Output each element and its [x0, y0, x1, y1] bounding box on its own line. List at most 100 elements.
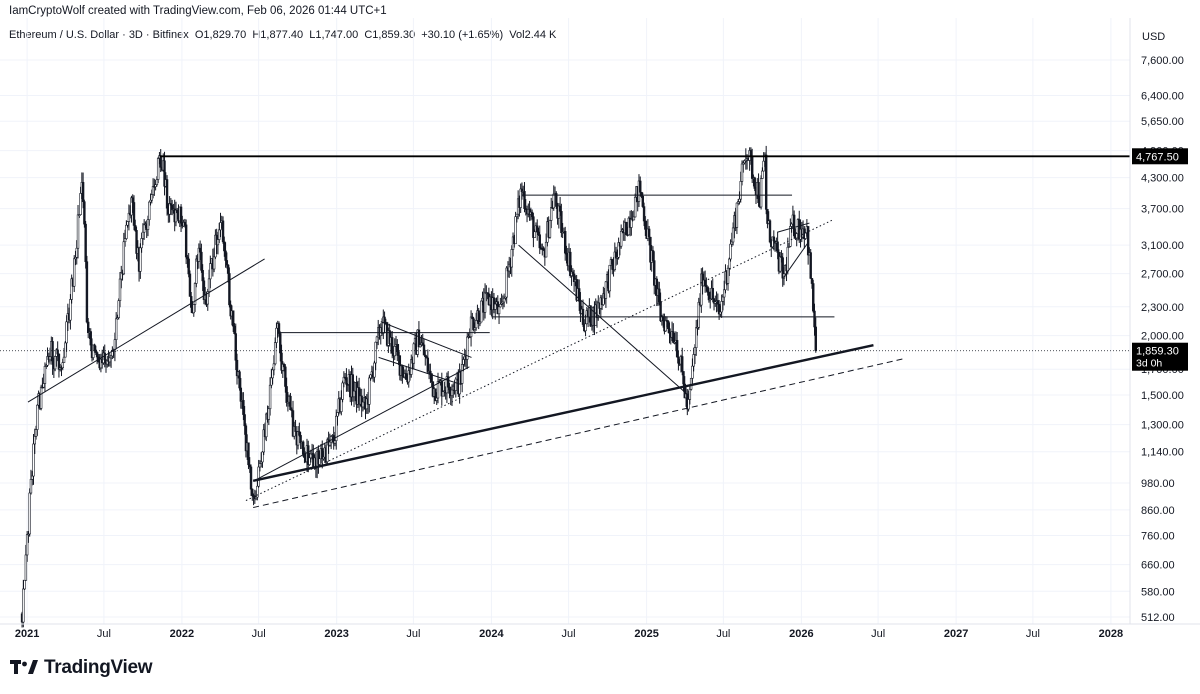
tradingview-logo-icon [10, 660, 38, 674]
candle-body [604, 281, 608, 299]
candle-body [156, 158, 160, 180]
x-tick-label: 2027 [944, 628, 968, 640]
candle-body [70, 278, 73, 300]
candle-body [75, 247, 78, 258]
x-tick-label: Jul [716, 628, 730, 640]
candle-body [126, 221, 129, 226]
tradingview-logo[interactable]: TradingView [10, 657, 153, 679]
dashed-trendline [253, 358, 905, 509]
candle-body [721, 296, 725, 302]
trendline [783, 241, 809, 278]
candle-body [39, 386, 43, 409]
candle-body [192, 304, 195, 314]
candle-body [352, 390, 356, 398]
candle-body [83, 201, 86, 225]
ohlc-close: C1,859.30 [364, 29, 416, 41]
candle-body [36, 404, 39, 430]
candle-body [336, 412, 339, 417]
candle-body [430, 373, 433, 382]
candle-body [243, 414, 246, 427]
candle-body [806, 226, 810, 256]
candle-body [804, 232, 807, 239]
y-tick-label: 580.00 [1141, 586, 1175, 598]
price-chart[interactable]: USD 512.00 580.00 660.00 760.00 860.00 980.00… [0, 0, 1200, 650]
candle-body [672, 331, 675, 343]
candle-body [200, 251, 203, 271]
x-tick-label: Jul [406, 628, 420, 640]
candle-body [735, 202, 739, 228]
candle-body [383, 316, 386, 323]
candle-body [639, 180, 642, 193]
candle-body [150, 194, 153, 201]
time-axis[interactable]: 2021 Jul 2022 Jul 2023 Jul 2024 Jul 2025 Jul 2026 J… [0, 623, 1200, 640]
y-tick-label: 660.00 [1141, 560, 1175, 572]
candle-body [282, 364, 286, 368]
trendline [378, 356, 461, 385]
candle-body [667, 320, 670, 330]
candle-body [764, 154, 768, 210]
candle-body [762, 160, 765, 172]
x-tick-label: 2024 [479, 628, 504, 640]
candle-body [786, 246, 790, 272]
x-tick-label: 2023 [324, 628, 348, 640]
candle-body [530, 211, 534, 218]
candle-body [22, 588, 25, 623]
candle-body [51, 341, 54, 365]
last-price-tag [1132, 342, 1188, 371]
candle-body [523, 191, 526, 209]
candle-body [589, 305, 592, 327]
candle-body [505, 267, 508, 298]
candle-body [87, 321, 90, 333]
candle-body [28, 492, 31, 535]
ohlc-change: +30.10 (+1.65%) [421, 29, 504, 41]
y-tick-label: 860.00 [1141, 505, 1175, 517]
candle-body [131, 197, 134, 203]
chart-credit: IamCryptoWolf created with TradingView.c… [9, 5, 387, 17]
candle-body [412, 343, 416, 364]
candle-body [308, 457, 311, 465]
candle-body [125, 224, 128, 239]
trendline [27, 258, 265, 403]
candle-body [653, 260, 656, 286]
trendline [777, 222, 810, 233]
candle-body [404, 373, 408, 380]
candle-body [510, 249, 513, 268]
candle-body [460, 364, 464, 384]
x-tick-label: 2025 [634, 628, 658, 640]
candle-body [706, 286, 709, 293]
candle-body [688, 388, 692, 400]
symbol-title[interactable]: Ethereum / U.S. Dollar · 3D · Bitfinex [9, 29, 189, 41]
candle-body [318, 458, 321, 465]
candle-body [43, 366, 47, 384]
candle-body [257, 466, 260, 487]
candle-body [225, 260, 229, 266]
candle-body [664, 320, 667, 332]
candle-body [544, 241, 548, 258]
candle-body [206, 291, 209, 305]
candle-body [275, 327, 278, 343]
candle-body [393, 346, 396, 357]
candle-body [792, 214, 796, 237]
y-tick-label: 1,140.00 [1141, 447, 1184, 459]
candle-body [563, 231, 567, 254]
candle-body [499, 303, 502, 308]
candle-body [729, 243, 732, 260]
price-axis[interactable]: USD 512.00 580.00 660.00 760.00 860.00 980.00… [1129, 18, 1184, 624]
candle-body [790, 223, 793, 227]
candle-body [550, 207, 553, 221]
candle-body [184, 224, 188, 258]
candle-body [242, 400, 245, 415]
candle-body [209, 263, 212, 280]
candle-body [142, 224, 146, 233]
candle-body [273, 342, 277, 365]
candle-body [435, 397, 438, 401]
candle-body [235, 359, 239, 377]
candle-body [258, 463, 262, 468]
dotted-trendline [245, 219, 833, 501]
candle-body [682, 371, 685, 385]
candle-body [61, 362, 64, 369]
candle-body [759, 178, 763, 208]
candle-body [301, 441, 305, 455]
candle-body [117, 300, 120, 318]
